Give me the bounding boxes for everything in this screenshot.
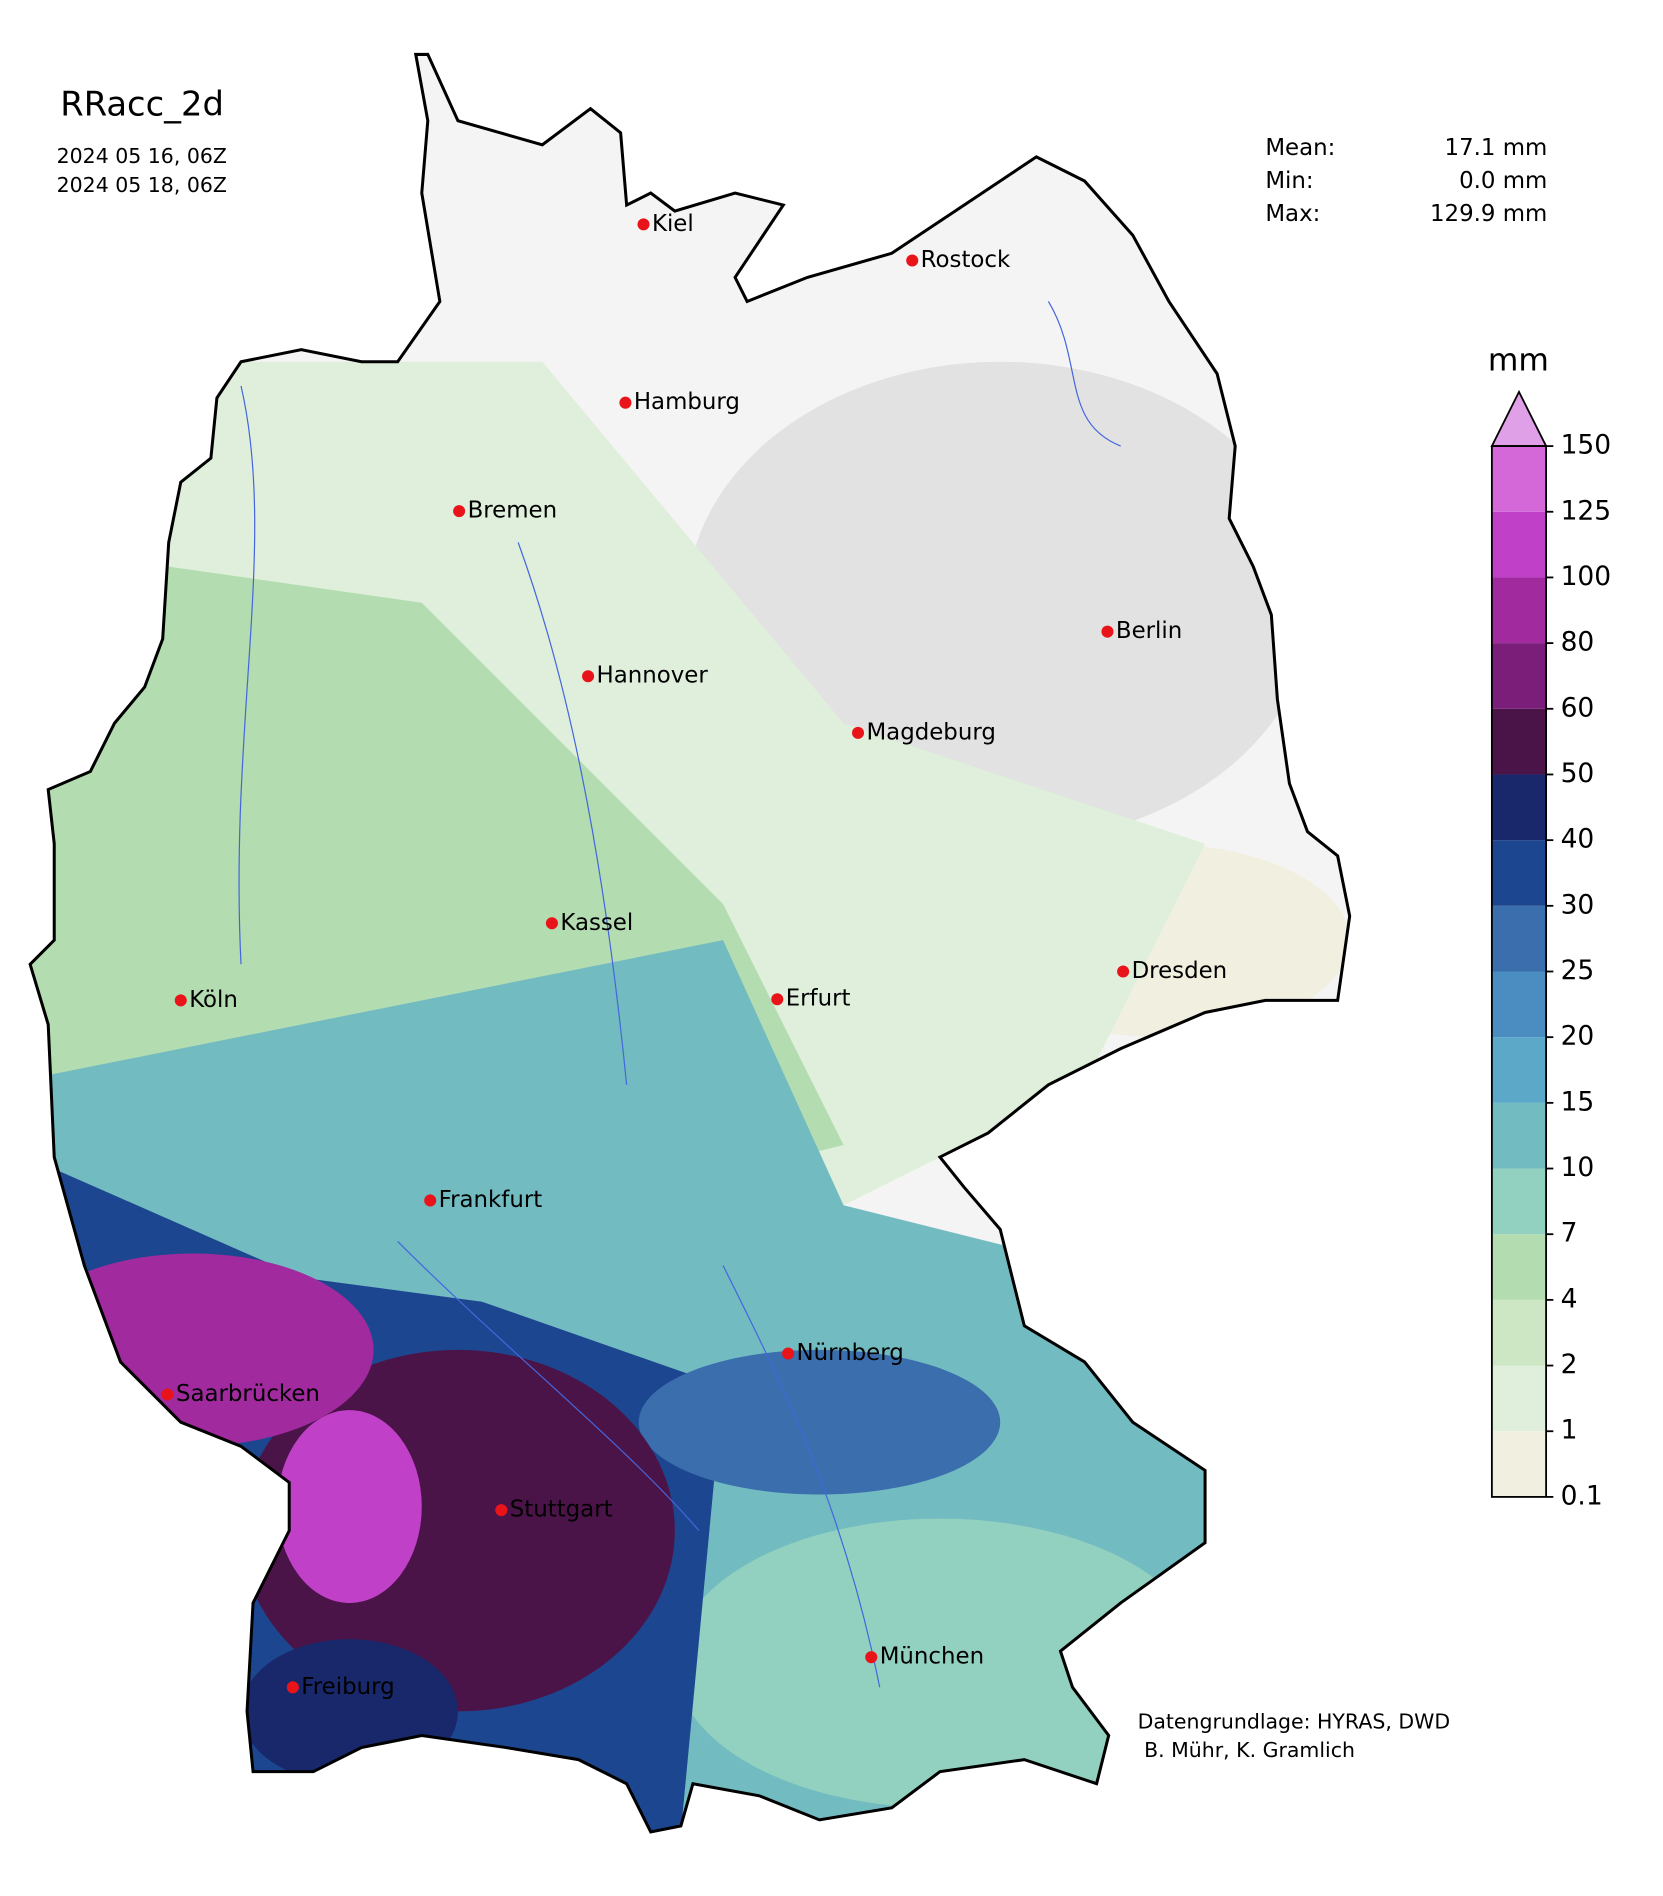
city-label: München [880, 1644, 984, 1670]
city-marker [782, 1347, 795, 1360]
date: 2024 05 18, 06Z [57, 173, 227, 197]
map-title: RRacc_2d [60, 85, 224, 124]
city-marker [161, 1388, 174, 1401]
colorbar-segment [1491, 643, 1547, 709]
city-marker [619, 396, 632, 409]
colorbar-tick-label: 125 [1561, 495, 1612, 526]
city-label: Erfurt [786, 986, 851, 1012]
city-marker [851, 726, 865, 739]
colorbar-tick-label: 10 [1561, 1152, 1595, 1183]
city-label: Saarbrücken [176, 1381, 320, 1407]
city-marker [1117, 965, 1130, 978]
city-marker [582, 670, 595, 683]
date: 2024 05 16, 06Z [57, 144, 227, 168]
colorbar-segment [1491, 1365, 1547, 1432]
city-marker [174, 994, 187, 1007]
city-label: Magdeburg [866, 719, 995, 745]
colorbar-tick-label: 150 [1561, 430, 1612, 461]
city-label: Kiel [652, 211, 694, 237]
city-label: Köln [189, 987, 238, 1013]
colorbar-segment [1491, 1168, 1547, 1235]
colorbar-tick-label: 80 [1561, 627, 1595, 658]
city-label: Rostock [921, 247, 1011, 273]
colorbar-tick-label: 7 [1561, 1218, 1578, 1249]
colorbar-tick-label: 60 [1561, 692, 1595, 723]
colorbar-tick-label: 40 [1561, 824, 1595, 855]
city-marker [286, 1681, 299, 1694]
colorbar-segment [1491, 446, 1547, 512]
colorbar-segment [1491, 708, 1547, 775]
colorbar-tick-label: 15 [1561, 1086, 1595, 1117]
colorbar-tick-label: 1 [1561, 1415, 1578, 1446]
colorbar-segment [1491, 1299, 1547, 1366]
stat-value: 129.9 mm [1430, 201, 1547, 227]
colorbar-extend [1490, 389, 1548, 447]
city-marker [545, 917, 558, 930]
colorbar-segment [1491, 1037, 1547, 1103]
colorbar-tick-label: 20 [1561, 1021, 1595, 1052]
colorbar-tick-label: 0.1 [1561, 1480, 1603, 1511]
colorbar-tick-label: 30 [1561, 889, 1595, 920]
colorbar-tick-label: 2 [1561, 1349, 1578, 1380]
stat-label: Min: [1265, 168, 1313, 194]
colorbar-segment [1491, 840, 1547, 906]
colorbar-segment [1491, 1234, 1547, 1300]
credit: B. Mühr, K. Gramlich [1138, 1738, 1355, 1762]
city-marker [495, 1504, 508, 1517]
city-marker [771, 993, 784, 1006]
stat-value: 17.1 mm [1445, 135, 1548, 161]
city-marker [865, 1651, 878, 1664]
city-label: Berlin [1116, 618, 1182, 644]
city-label: Kassel [560, 910, 633, 936]
stat-label: Max: [1265, 201, 1320, 227]
credit: Datengrundlage: HYRAS, DWD [1138, 1709, 1451, 1733]
city-label: Hannover [597, 663, 709, 689]
colorbar-tick-label: 4 [1561, 1283, 1578, 1314]
colorbar-segment [1491, 1431, 1547, 1497]
city-label: Dresden [1132, 958, 1228, 984]
stat-label: Mean: [1265, 135, 1335, 161]
city-marker [1101, 625, 1114, 638]
city-label: Freiburg [301, 1674, 394, 1700]
city-marker [906, 254, 919, 267]
colorbar-segment [1491, 511, 1547, 578]
colorbar-segment [1491, 774, 1547, 841]
city-marker [637, 218, 650, 231]
city-marker [453, 505, 466, 518]
city-label: Nürnberg [797, 1340, 904, 1366]
city-label: Frankfurt [439, 1187, 543, 1213]
colorbar-tick-label: 50 [1561, 758, 1595, 789]
stat-value: 0.0 mm [1459, 168, 1547, 194]
colorbar-tick-label: 25 [1561, 955, 1595, 986]
legend-title: mm [1488, 343, 1549, 379]
colorbar-segment [1491, 1102, 1547, 1169]
colorbar-segment [1491, 577, 1547, 644]
city-label: Stuttgart [510, 1497, 613, 1523]
colorbar-tick-label: 100 [1561, 561, 1612, 592]
dynamic-layer: Mean: 17.1 mm Min: 0.0 mm Max: 129.9 mm 0.1 1 2 4… [161, 135, 1611, 1700]
city-label: Bremen [468, 498, 558, 524]
colorbar-segment [1491, 971, 1547, 1038]
city-label: Hamburg [634, 389, 740, 415]
colorbar-segment [1491, 905, 1547, 972]
city-marker [424, 1194, 437, 1207]
